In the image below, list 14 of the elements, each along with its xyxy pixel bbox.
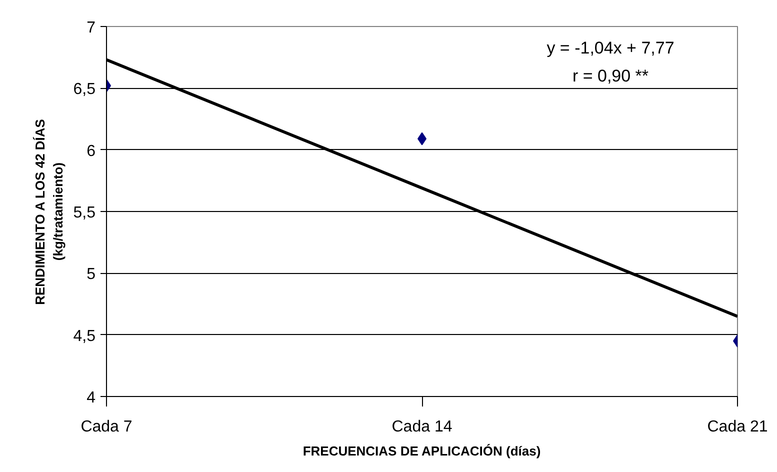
y-tick-label: 6 xyxy=(86,142,96,160)
annotation: r = 0,90 ** xyxy=(572,66,649,86)
y-tick-label: 7 xyxy=(86,20,96,36)
x-tick-label: Cada 14 xyxy=(392,418,452,436)
y-tick-label: 4,5 xyxy=(73,328,96,345)
x-tick-label: Cada 21 xyxy=(707,418,768,436)
y-tick-label: 5,5 xyxy=(73,204,96,222)
y-tick-label: 5 xyxy=(86,266,96,284)
y-tick-label: 6,5 xyxy=(73,81,96,98)
y-tick-label: 4 xyxy=(86,390,96,406)
annotation: y = -1,04x + 7,77 xyxy=(546,38,674,58)
y-axis-title: RENDIMIENTO A LOS 42 DÍAS (kg/tratamiento) xyxy=(32,118,66,305)
x-axis-title: FRECUENCIAS DE APLICACIÓN (días) xyxy=(302,444,541,458)
x-tick-label: Cada 7 xyxy=(80,418,132,436)
